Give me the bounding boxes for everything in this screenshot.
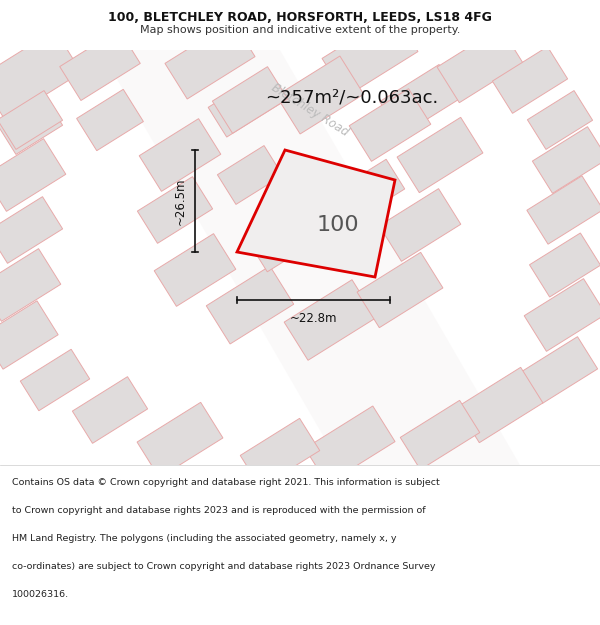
Polygon shape xyxy=(276,56,364,134)
Text: Contains OS data © Crown copyright and database right 2021. This information is : Contains OS data © Crown copyright and d… xyxy=(12,478,440,487)
Polygon shape xyxy=(60,29,140,101)
Text: 100: 100 xyxy=(317,215,359,235)
Text: Bletchley Road: Bletchley Road xyxy=(269,81,351,139)
Polygon shape xyxy=(532,127,600,193)
Polygon shape xyxy=(527,91,593,149)
Polygon shape xyxy=(380,64,460,136)
Polygon shape xyxy=(527,176,600,244)
Polygon shape xyxy=(493,47,568,113)
Polygon shape xyxy=(0,301,58,369)
Polygon shape xyxy=(165,21,255,99)
Polygon shape xyxy=(397,118,483,192)
Text: co-ordinates) are subject to Crown copyright and database rights 2023 Ordnance S: co-ordinates) are subject to Crown copyr… xyxy=(12,562,436,571)
Polygon shape xyxy=(100,50,520,465)
Polygon shape xyxy=(322,13,418,97)
Polygon shape xyxy=(137,177,212,243)
Polygon shape xyxy=(139,119,221,191)
Polygon shape xyxy=(240,418,320,488)
Polygon shape xyxy=(73,377,148,443)
Polygon shape xyxy=(524,279,600,351)
Polygon shape xyxy=(0,30,82,120)
Polygon shape xyxy=(137,402,223,478)
Polygon shape xyxy=(206,266,294,344)
Polygon shape xyxy=(437,28,523,102)
Polygon shape xyxy=(0,139,66,211)
Text: Map shows position and indicative extent of the property.: Map shows position and indicative extent… xyxy=(140,25,460,35)
Polygon shape xyxy=(529,233,600,297)
Polygon shape xyxy=(0,96,62,154)
Polygon shape xyxy=(379,189,461,261)
Polygon shape xyxy=(237,150,395,277)
Text: to Crown copyright and database rights 2023 and is reproduced with the permissio: to Crown copyright and database rights 2… xyxy=(12,506,425,515)
Polygon shape xyxy=(457,368,543,442)
Polygon shape xyxy=(349,89,431,161)
Polygon shape xyxy=(0,197,62,263)
Polygon shape xyxy=(208,73,282,137)
Polygon shape xyxy=(284,280,376,360)
Text: HM Land Registry. The polygons (including the associated geometry, namely x, y: HM Land Registry. The polygons (includin… xyxy=(12,534,397,542)
Text: ~26.5m: ~26.5m xyxy=(174,177,187,225)
Polygon shape xyxy=(272,167,347,233)
Text: ~257m²/~0.063ac.: ~257m²/~0.063ac. xyxy=(265,88,438,106)
Polygon shape xyxy=(523,337,598,403)
Polygon shape xyxy=(303,206,367,264)
Polygon shape xyxy=(250,218,310,272)
Polygon shape xyxy=(0,91,62,149)
Polygon shape xyxy=(20,349,90,411)
Text: 100, BLETCHLEY ROAD, HORSFORTH, LEEDS, LS18 4FG: 100, BLETCHLEY ROAD, HORSFORTH, LEEDS, L… xyxy=(108,11,492,24)
Polygon shape xyxy=(77,89,143,151)
Polygon shape xyxy=(212,67,287,133)
Polygon shape xyxy=(305,406,395,484)
Polygon shape xyxy=(357,253,443,328)
Polygon shape xyxy=(400,401,480,469)
Polygon shape xyxy=(0,249,61,321)
Polygon shape xyxy=(217,146,283,204)
Text: ~22.8m: ~22.8m xyxy=(290,312,337,325)
Polygon shape xyxy=(154,234,236,306)
Polygon shape xyxy=(335,159,405,221)
Text: 100026316.: 100026316. xyxy=(12,590,69,599)
